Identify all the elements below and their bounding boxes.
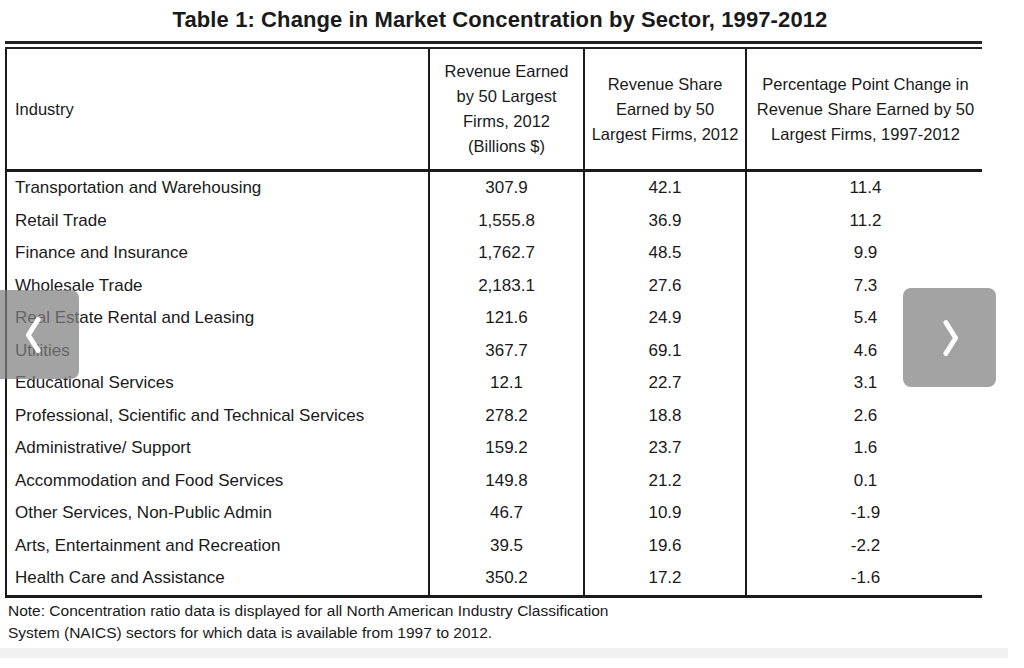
change-cell: -1.9 [745, 497, 984, 530]
industry-cell: Health Care and Assistance [7, 562, 428, 595]
table-header-row: Industry Revenue Earned by 50 Largest Fi… [5, 49, 982, 172]
share-cell: 69.1 [583, 335, 745, 368]
table-body: Transportation and Warehousing 307.9 42.… [5, 172, 982, 598]
table-row: Health Care and Assistance 350.2 17.2 -1… [7, 562, 982, 595]
share-cell: 10.9 [583, 497, 745, 530]
share-cell: 27.6 [583, 270, 745, 303]
change-cell: 2.6 [745, 400, 984, 433]
double-rule [5, 41, 982, 49]
change-cell: -2.2 [745, 530, 984, 563]
revenue-cell: 121.6 [428, 302, 583, 335]
share-cell: 23.7 [583, 432, 745, 465]
column-header-revenue: Revenue Earned by 50 Largest Firms, 2012… [428, 49, 583, 169]
column-header-share: Revenue Share Earned by 50 Largest Firms… [583, 49, 745, 169]
table-row: Educational Services 12.1 22.7 3.1 [7, 367, 982, 400]
revenue-cell: 2,183.1 [428, 270, 583, 303]
share-cell: 17.2 [583, 562, 745, 595]
revenue-cell: 367.7 [428, 335, 583, 368]
column-header-industry: Industry [7, 49, 428, 169]
data-table: Industry Revenue Earned by 50 Largest Fi… [5, 41, 982, 598]
image-viewer: Table 1: Change in Market Concentration … [0, 0, 1024, 668]
share-cell: 22.7 [583, 367, 745, 400]
table-row: Finance and Insurance 1,762.7 48.5 9.9 [7, 237, 982, 270]
table-row: Arts, Entertainment and Recreation 39.5 … [7, 530, 982, 563]
change-cell: 0.1 [745, 465, 984, 498]
table-row: Real Estate Rental and Leasing 121.6 24.… [7, 302, 982, 335]
industry-cell: Retail Trade [7, 205, 428, 238]
change-cell: -1.6 [745, 562, 984, 595]
note-line-1: Note: Concentration ratio data is displa… [8, 600, 728, 622]
share-cell: 24.9 [583, 302, 745, 335]
share-cell: 18.8 [583, 400, 745, 433]
table-row: Professional, Scientific and Technical S… [7, 400, 982, 433]
share-cell: 19.6 [583, 530, 745, 563]
table-note: Note: Concentration ratio data is displa… [8, 600, 728, 644]
table-row: Retail Trade 1,555.8 36.9 11.2 [7, 205, 982, 238]
table-title: Table 1: Change in Market Concentration … [0, 7, 1000, 33]
table-row: Other Services, Non-Public Admin 46.7 10… [7, 497, 982, 530]
table-row: Transportation and Warehousing 307.9 42.… [7, 172, 982, 205]
share-cell: 48.5 [583, 237, 745, 270]
share-cell: 42.1 [583, 172, 745, 205]
change-cell: 9.9 [745, 237, 984, 270]
revenue-cell: 39.5 [428, 530, 583, 563]
industry-cell: Transportation and Warehousing [7, 172, 428, 205]
revenue-cell: 278.2 [428, 400, 583, 433]
page-bottom-strip [0, 648, 1008, 658]
table-row: Wholesale Trade 2,183.1 27.6 7.3 [7, 270, 982, 303]
revenue-cell: 159.2 [428, 432, 583, 465]
industry-cell: Finance and Insurance [7, 237, 428, 270]
industry-cell: Accommodation and Food Services [7, 465, 428, 498]
revenue-cell: 307.9 [428, 172, 583, 205]
column-header-change: Percentage Point Change in Revenue Share… [745, 49, 984, 169]
industry-cell: Professional, Scientific and Technical S… [7, 400, 428, 433]
note-line-2: System (NAICS) sectors for which data is… [8, 622, 728, 644]
change-cell: 1.6 [745, 432, 984, 465]
revenue-cell: 1,762.7 [428, 237, 583, 270]
change-cell: 11.4 [745, 172, 984, 205]
revenue-cell: 1,555.8 [428, 205, 583, 238]
next-image-button[interactable] [903, 288, 996, 387]
industry-cell: Other Services, Non-Public Admin [7, 497, 428, 530]
chevron-left-icon [17, 312, 51, 358]
revenue-cell: 149.8 [428, 465, 583, 498]
revenue-cell: 12.1 [428, 367, 583, 400]
table-row: Accommodation and Food Services 149.8 21… [7, 465, 982, 498]
share-cell: 21.2 [583, 465, 745, 498]
change-cell: 11.2 [745, 205, 984, 238]
revenue-cell: 46.7 [428, 497, 583, 530]
previous-image-button[interactable] [0, 290, 79, 379]
table-row: Utilities 367.7 69.1 4.6 [7, 335, 982, 368]
industry-cell: Administrative/ Support [7, 432, 428, 465]
table-row: Administrative/ Support 159.2 23.7 1.6 [7, 432, 982, 465]
revenue-cell: 350.2 [428, 562, 583, 595]
industry-cell: Arts, Entertainment and Recreation [7, 530, 428, 563]
chevron-right-icon [933, 313, 967, 363]
share-cell: 36.9 [583, 205, 745, 238]
